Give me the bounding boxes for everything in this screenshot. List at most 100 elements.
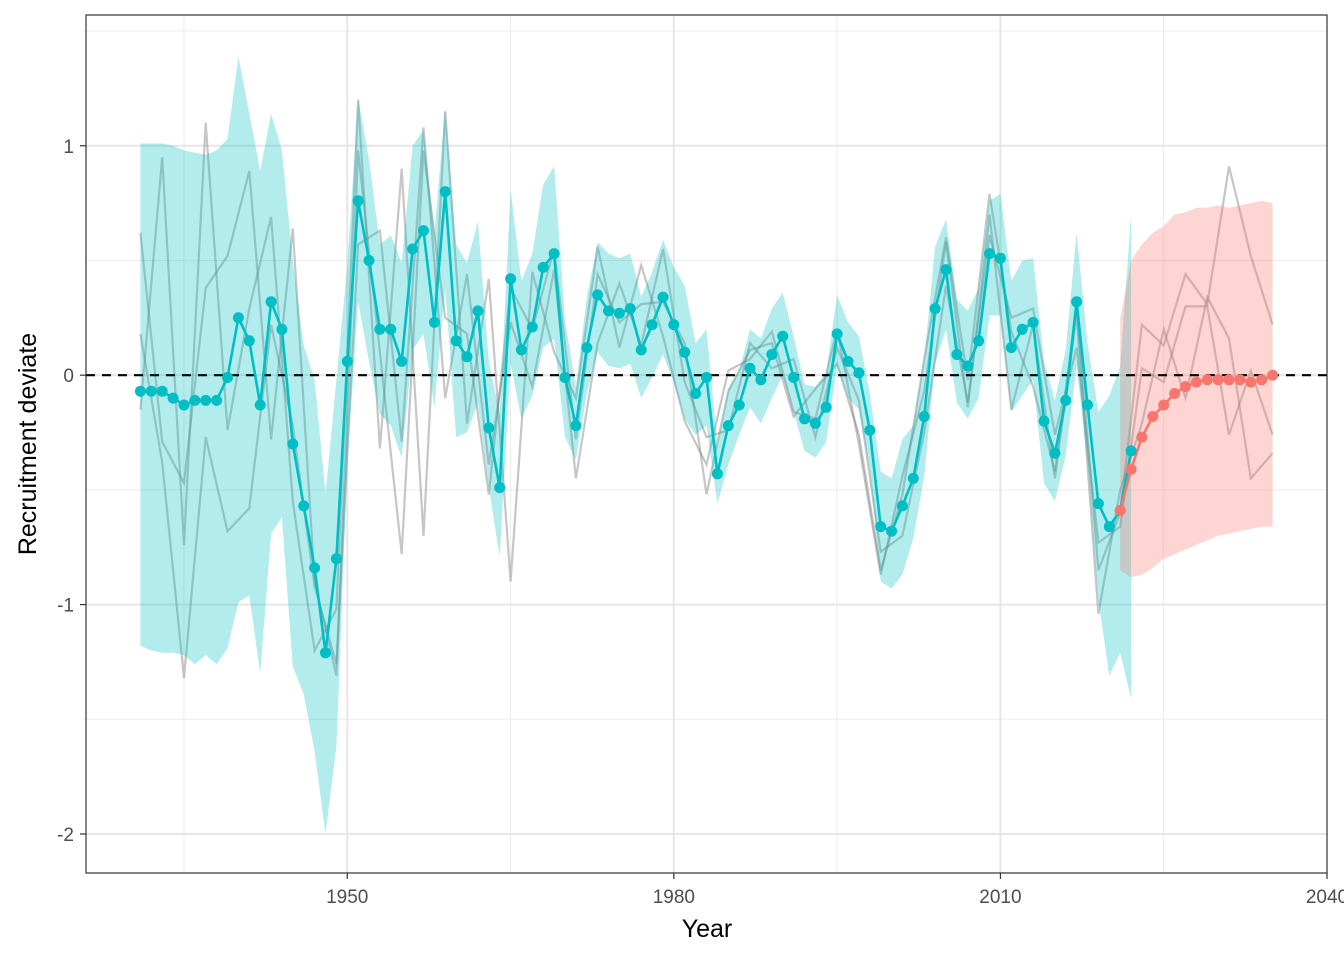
estimated-point: [951, 349, 963, 360]
estimated-point: [875, 521, 887, 533]
estimated-point: [483, 422, 495, 434]
estimated-point: [918, 411, 930, 422]
estimated-point: [1016, 323, 1028, 335]
projected-point: [1223, 374, 1235, 386]
estimated-point: [635, 344, 647, 356]
estimated-point: [298, 500, 310, 512]
projected-point: [1256, 374, 1268, 386]
x-tick-label: 1980: [653, 887, 695, 908]
estimated-point: [363, 255, 375, 266]
estimated-point: [287, 438, 299, 450]
estimated-point: [831, 328, 843, 340]
estimated-point: [472, 305, 484, 317]
estimated-point: [276, 323, 288, 335]
estimated-point: [232, 312, 244, 324]
estimated-point: [809, 417, 821, 429]
estimated-point: [896, 500, 908, 512]
estimated-point: [330, 553, 342, 565]
estimated-point: [984, 248, 995, 260]
estimated-point: [178, 399, 190, 411]
estimated-point: [1103, 521, 1115, 533]
estimated-point: [646, 319, 658, 331]
estimated-point: [145, 385, 157, 397]
x-axis-title: Year: [682, 915, 733, 943]
estimated-point: [668, 319, 680, 331]
estimated-point: [320, 647, 331, 659]
estimated-point: [222, 372, 233, 383]
projected-point: [1114, 505, 1126, 516]
estimated-point: [505, 273, 517, 285]
estimated-point: [820, 401, 832, 413]
projected-point: [1234, 374, 1246, 386]
y-tick-label: -1: [57, 596, 74, 617]
projected-point: [1212, 374, 1224, 386]
estimated-point: [526, 321, 538, 333]
y-tick-label: 0: [63, 366, 74, 387]
estimated-point: [450, 335, 462, 347]
estimated-point: [341, 355, 353, 367]
estimated-point: [777, 330, 789, 342]
estimated-point: [679, 346, 691, 358]
estimated-point: [929, 303, 941, 315]
uncertainty-ribbons: [140, 56, 1273, 835]
estimated-point: [167, 392, 179, 404]
estimated-point: [461, 351, 473, 363]
x-tick-label: 1950: [326, 887, 368, 908]
estimated-point: [352, 195, 364, 207]
estimated-point: [428, 316, 440, 328]
estimated-point: [418, 225, 429, 237]
estimated-point: [755, 374, 767, 386]
estimated-point: [722, 420, 734, 432]
estimated-point: [799, 413, 810, 425]
projected-point: [1158, 399, 1170, 411]
estimated-point: [603, 305, 614, 317]
estimated-point: [690, 388, 702, 399]
estimated-point: [265, 296, 277, 308]
projected-point: [1267, 369, 1279, 381]
estimated-point: [1125, 445, 1137, 457]
estimated-point: [613, 307, 625, 319]
estimated-point: [701, 372, 712, 383]
estimated-point: [1071, 296, 1083, 308]
estimated-point: [494, 482, 506, 494]
estimated-point: [842, 355, 854, 367]
estimated-point: [733, 399, 745, 411]
y-tick-label: 1: [63, 137, 74, 158]
estimated-point: [200, 394, 212, 406]
estimated-point: [1060, 394, 1072, 406]
estimated-point: [254, 399, 266, 411]
estimated-point: [581, 342, 593, 354]
x-tick-label: 2010: [979, 887, 1021, 908]
y-tick-label: -2: [57, 825, 74, 846]
y-axis-title: Recruitment deviate: [14, 333, 42, 555]
estimated-point: [864, 424, 876, 436]
estimated-point: [994, 252, 1006, 264]
estimated-point: [570, 420, 582, 432]
projected-point: [1136, 431, 1148, 443]
estimated-point: [940, 264, 952, 276]
projected-point: [1245, 376, 1257, 388]
estimated-point: [548, 248, 560, 260]
plot-panel-border: [85, 14, 1328, 874]
estimated-point: [134, 385, 146, 397]
projected-point: [1190, 376, 1202, 388]
estimated-point: [907, 472, 919, 484]
projected-point: [1147, 411, 1159, 422]
estimated-point: [788, 372, 800, 383]
estimated-point: [962, 360, 974, 372]
estimated-point: [853, 367, 865, 379]
projected-point: [1169, 388, 1181, 399]
replicate-3-line: [139, 127, 1274, 679]
estimated-point: [396, 355, 408, 367]
estimated-point: [886, 525, 898, 537]
series-points: [134, 186, 1279, 659]
estimated-point: [1005, 342, 1017, 354]
estimated-point: [973, 335, 985, 347]
projected-point: [1125, 463, 1137, 475]
x-axis: 1950 1980 2010 2040: [326, 873, 1344, 908]
estimated-point: [657, 291, 669, 303]
x-tick-label: 2040: [1306, 887, 1344, 908]
estimated-point: [243, 335, 255, 347]
estimated-point: [439, 186, 451, 198]
